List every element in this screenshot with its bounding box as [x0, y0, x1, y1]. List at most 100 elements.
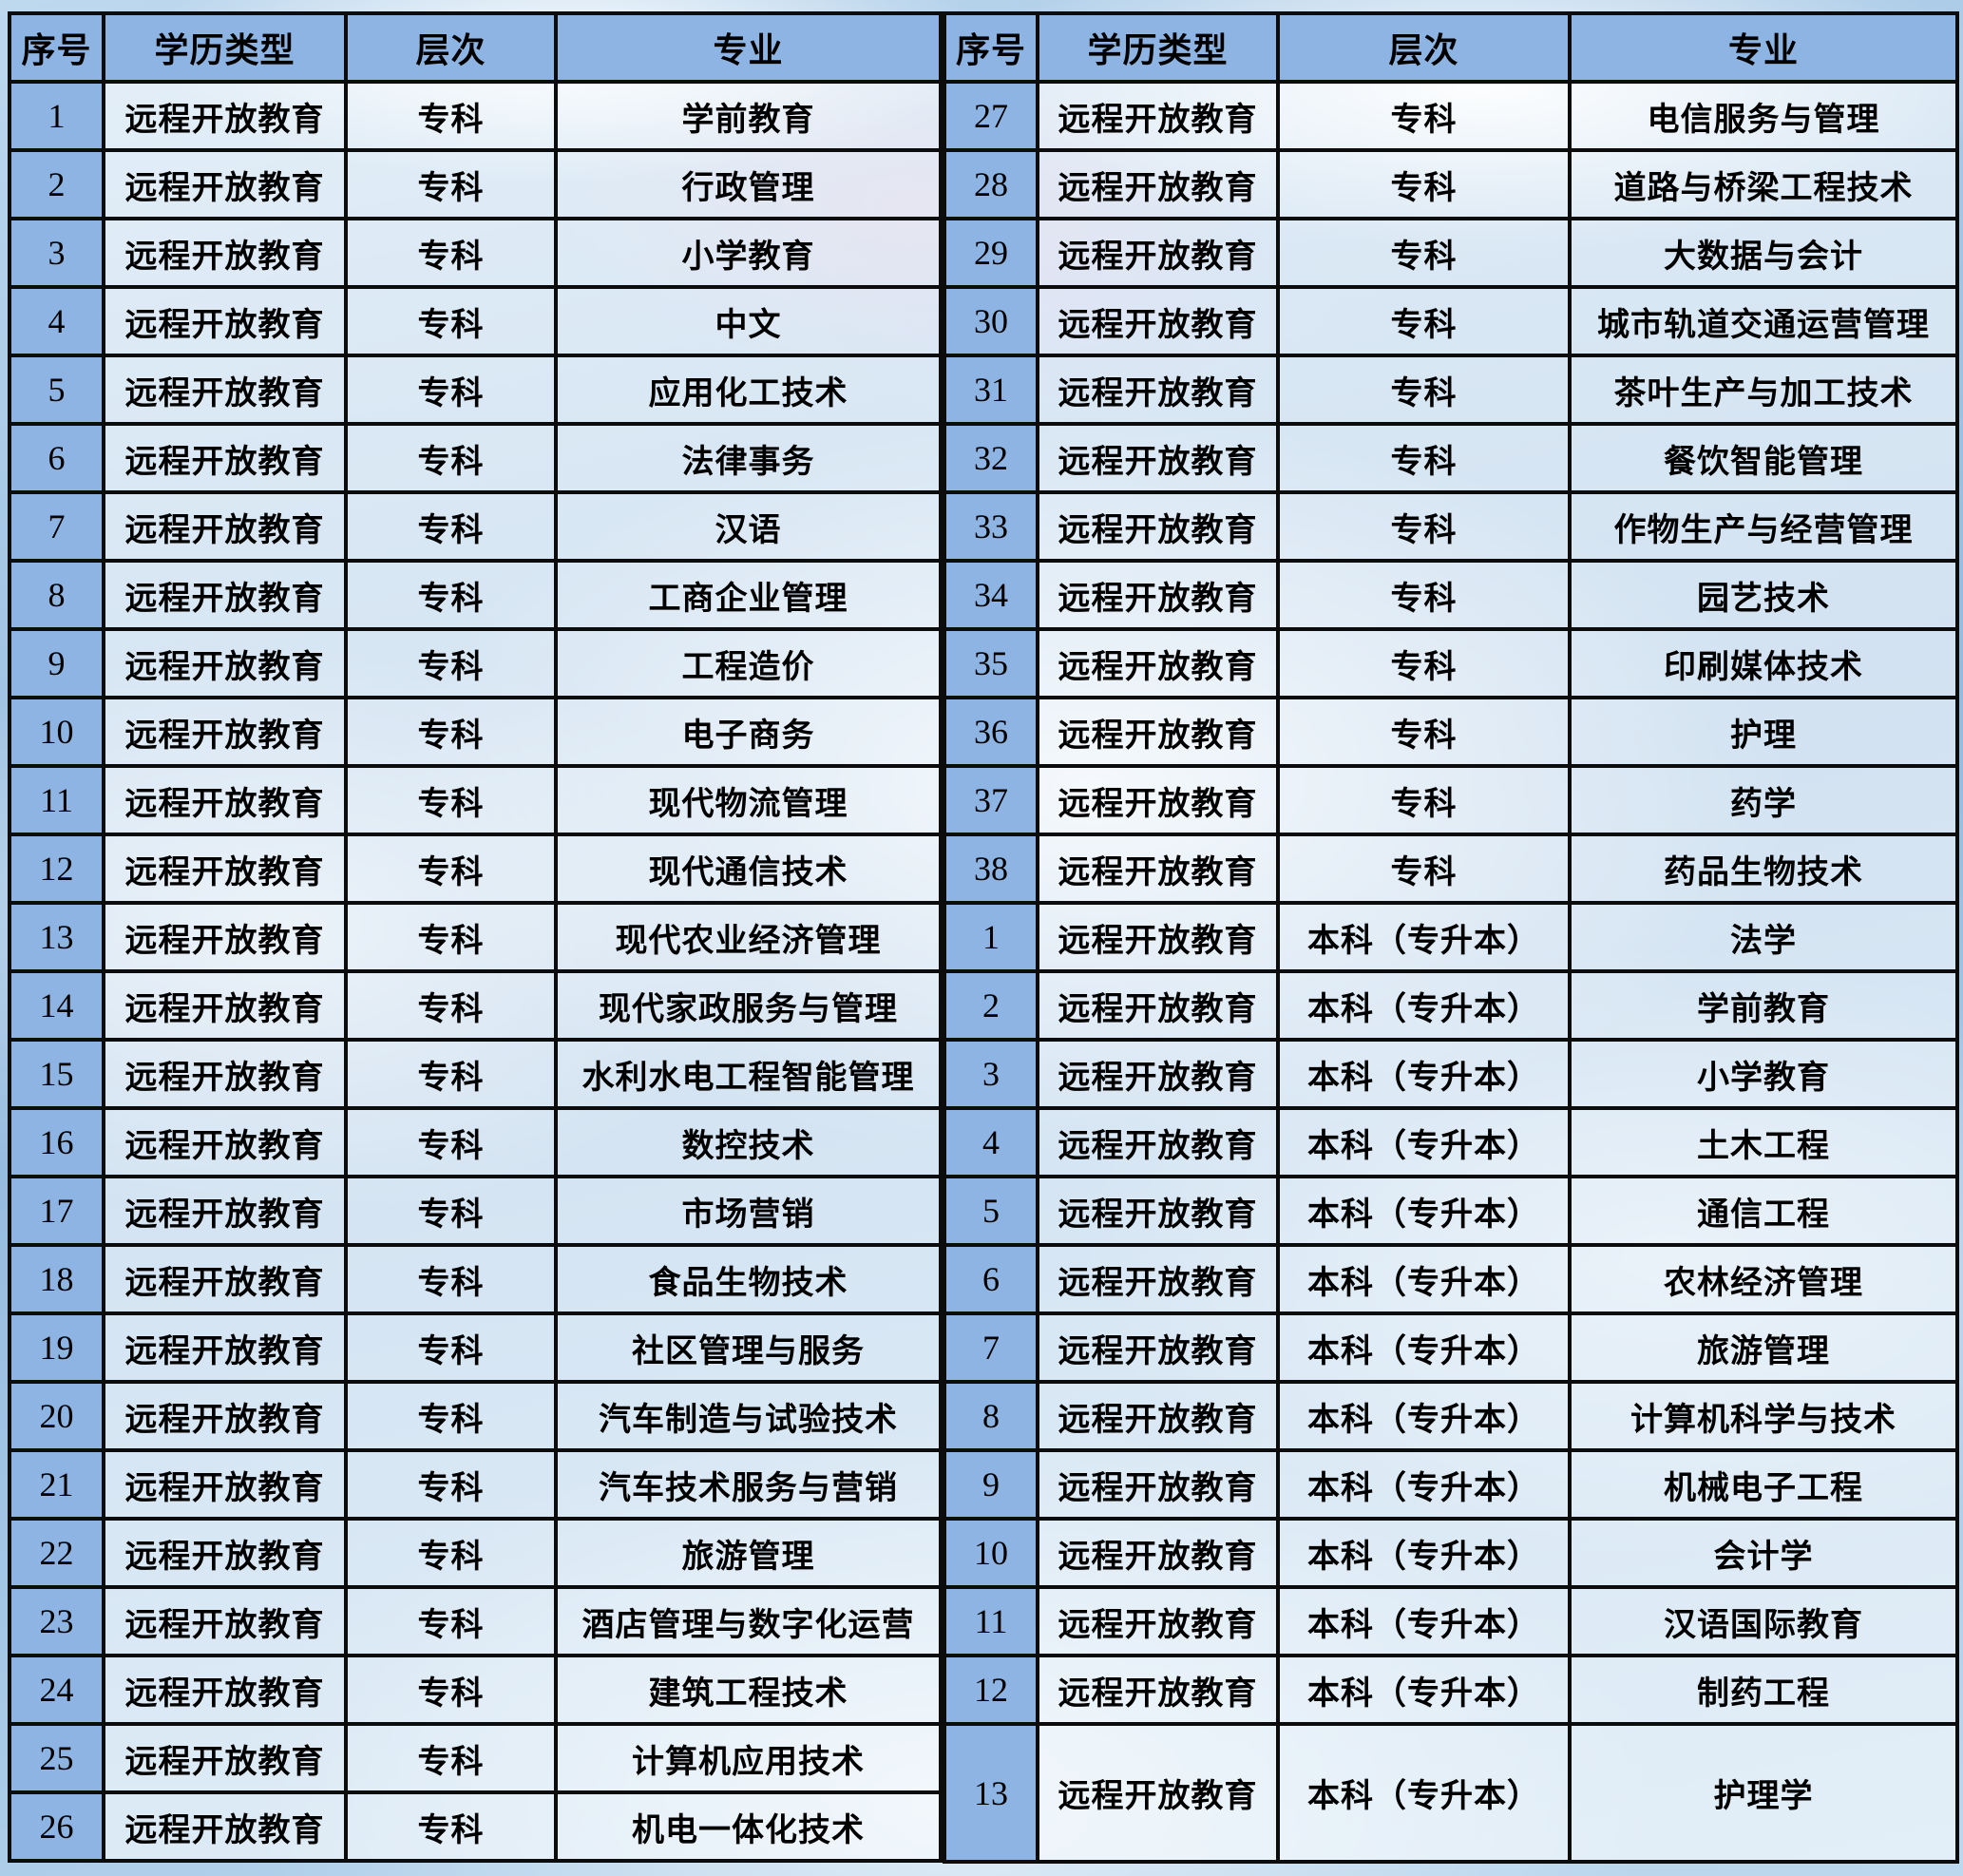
cell-no: 3 — [943, 1038, 1039, 1110]
table-row: 32 远程开放教育 专科 餐饮智能管理 — [943, 422, 1959, 494]
cell-level: 专科 — [344, 285, 558, 357]
table-row: 34 远程开放教育 专科 园艺技术 — [943, 559, 1959, 631]
cell-no: 29 — [943, 217, 1039, 289]
cell-no: 4 — [943, 1106, 1039, 1178]
cell-no: 1 — [943, 901, 1039, 973]
cell-major: 园艺技术 — [1568, 559, 1959, 631]
col-header-level: 层次 — [1276, 11, 1572, 84]
cell-level: 本科（专升本） — [1276, 1038, 1572, 1110]
table-row: 7 远程开放教育 本科（专升本） 旅游管理 — [943, 1311, 1959, 1384]
cell-major: 药品生物技术 — [1568, 833, 1959, 905]
table-row: 25 远程开放教育 专科 计算机应用技术 — [8, 1722, 943, 1794]
cell-major: 电子商务 — [554, 696, 943, 768]
cell-no: 8 — [8, 559, 105, 631]
cell-no: 14 — [8, 969, 105, 1042]
cell-no: 10 — [8, 696, 105, 768]
cell-no: 1 — [8, 80, 105, 152]
table-row: 13 远程开放教育 专科 现代农业经济管理 — [8, 901, 943, 973]
cell-level: 专科 — [1276, 559, 1572, 631]
cell-major: 茶叶生产与加工技术 — [1568, 354, 1959, 426]
cell-no: 17 — [8, 1175, 105, 1247]
cell-major: 小学教育 — [554, 217, 943, 289]
cell-type: 远程开放教育 — [1036, 148, 1280, 220]
cell-no: 20 — [8, 1380, 105, 1452]
table-row: 8 远程开放教育 本科（专升本） 计算机科学与技术 — [943, 1380, 1959, 1452]
col-header-level: 层次 — [344, 11, 558, 84]
cell-level: 本科（专升本） — [1276, 1448, 1572, 1521]
table-row: 6 远程开放教育 专科 法律事务 — [8, 422, 943, 494]
cell-major: 护理 — [1568, 696, 1959, 768]
cell-type: 远程开放教育 — [1036, 490, 1280, 563]
cell-type: 远程开放教育 — [102, 1038, 348, 1110]
cell-major: 数控技术 — [554, 1106, 943, 1178]
table-row: 4 远程开放教育 本科（专升本） 土木工程 — [943, 1106, 1959, 1178]
table-row: 28 远程开放教育 专科 道路与桥梁工程技术 — [943, 148, 1959, 220]
table-row: 5 远程开放教育 专科 应用化工技术 — [8, 354, 943, 426]
cell-major: 现代农业经济管理 — [554, 901, 943, 973]
cell-level: 专科 — [344, 1722, 558, 1794]
cell-no: 13 — [8, 901, 105, 973]
cell-level: 专科 — [344, 1106, 558, 1178]
cell-major: 土木工程 — [1568, 1106, 1959, 1178]
cell-type: 远程开放教育 — [102, 1585, 348, 1657]
cell-major: 药学 — [1568, 764, 1959, 836]
cell-level: 专科 — [344, 969, 558, 1042]
cell-level: 专科 — [344, 696, 558, 768]
cell-major: 汉语 — [554, 490, 943, 563]
cell-level: 专科 — [1276, 490, 1572, 563]
cell-type: 远程开放教育 — [1036, 1448, 1280, 1521]
cell-major: 通信工程 — [1568, 1175, 1959, 1247]
cell-level: 专科 — [344, 1311, 558, 1384]
cell-type: 远程开放教育 — [102, 1654, 348, 1726]
table-row: 17 远程开放教育 专科 市场营销 — [8, 1175, 943, 1247]
cell-level: 专科 — [344, 1038, 558, 1110]
cell-major: 学前教育 — [1568, 969, 1959, 1042]
cell-no: 6 — [8, 422, 105, 494]
cell-level: 专科 — [1276, 764, 1572, 836]
table-row: 22 远程开放教育 专科 旅游管理 — [8, 1517, 943, 1589]
table-row: 23 远程开放教育 专科 酒店管理与数字化运营 — [8, 1585, 943, 1657]
cell-level: 专科 — [344, 1175, 558, 1247]
table-row: 36 远程开放教育 专科 护理 — [943, 696, 1959, 768]
cell-major: 食品生物技术 — [554, 1243, 943, 1315]
cell-type: 远程开放教育 — [102, 1106, 348, 1178]
cell-level: 本科（专升本） — [1276, 1175, 1572, 1247]
cell-level: 专科 — [344, 1243, 558, 1315]
cell-major: 中文 — [554, 285, 943, 357]
cell-type: 远程开放教育 — [1036, 1585, 1280, 1657]
cell-type: 远程开放教育 — [102, 490, 348, 563]
cell-type: 远程开放教育 — [102, 1243, 348, 1315]
cell-level: 专科 — [344, 627, 558, 699]
cell-major: 水利水电工程智能管理 — [554, 1038, 943, 1110]
table-row: 21 远程开放教育 专科 汽车技术服务与营销 — [8, 1448, 943, 1521]
cell-level: 专科 — [344, 80, 558, 152]
majors-table-left: 序号 学历类型 层次 专业 1 远程开放教育 专科 学前教育 2 远程开放教育 专科 行政管理 3 远程… — [8, 11, 943, 1863]
table-row: 37 远程开放教育 专科 药学 — [943, 764, 1959, 836]
cell-major: 旅游管理 — [554, 1517, 943, 1589]
table-row: 14 远程开放教育 专科 现代家政服务与管理 — [8, 969, 943, 1042]
cell-level: 专科 — [1276, 217, 1572, 289]
table-row: 15 远程开放教育 专科 水利水电工程智能管理 — [8, 1038, 943, 1110]
cell-level: 专科 — [344, 833, 558, 905]
cell-type: 远程开放教育 — [102, 80, 348, 152]
cell-level: 专科 — [344, 148, 558, 220]
header-row: 序号 学历类型 层次 专业 — [8, 11, 943, 84]
cell-no: 30 — [943, 285, 1039, 357]
cell-level: 专科 — [1276, 148, 1572, 220]
table-row: 29 远程开放教育 专科 大数据与会计 — [943, 217, 1959, 289]
cell-type: 远程开放教育 — [102, 969, 348, 1042]
table-row: 27 远程开放教育 专科 电信服务与管理 — [943, 80, 1959, 152]
cell-level: 专科 — [1276, 354, 1572, 426]
cell-type: 远程开放教育 — [1036, 764, 1280, 836]
cell-level: 本科（专升本） — [1276, 1654, 1572, 1726]
table-row: 16 远程开放教育 专科 数控技术 — [8, 1106, 943, 1178]
cell-no: 18 — [8, 1243, 105, 1315]
cell-type: 远程开放教育 — [102, 217, 348, 289]
table-row: 2 远程开放教育 本科（专升本） 学前教育 — [943, 969, 1959, 1042]
table-row: 5 远程开放教育 本科（专升本） 通信工程 — [943, 1175, 1959, 1247]
cell-major: 机械电子工程 — [1568, 1448, 1959, 1521]
cell-major: 现代通信技术 — [554, 833, 943, 905]
cell-major: 应用化工技术 — [554, 354, 943, 426]
cell-type: 远程开放教育 — [1036, 1311, 1280, 1384]
cell-major: 小学教育 — [1568, 1038, 1959, 1110]
